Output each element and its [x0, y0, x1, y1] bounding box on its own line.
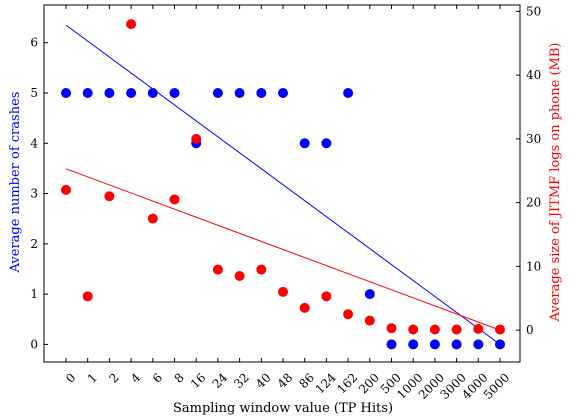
left-series-point [147, 87, 158, 98]
left-series-point [278, 87, 288, 98]
left-y-tick-label: 3 [30, 187, 38, 201]
right-y-tick-label: 40 [526, 68, 541, 82]
right-series-point [364, 315, 375, 326]
right-series-point [429, 324, 440, 335]
right-series-point [451, 324, 462, 335]
left-series-point [104, 87, 115, 98]
right-series-point [256, 264, 267, 275]
left-series-point [321, 138, 332, 149]
left-y-tick-label: 1 [30, 287, 38, 301]
left-series-point [386, 339, 397, 350]
left-y-tick-label: 5 [30, 86, 38, 100]
right-series-point [82, 291, 93, 302]
right-y-tick-label: 20 [526, 196, 541, 210]
plot-frame [43, 4, 521, 363]
left-series-point [299, 138, 310, 149]
left-y-tick-label: 0 [30, 337, 38, 351]
left-y-axis-label: Average number of crashes [8, 92, 23, 274]
right-y-tick-label: 10 [526, 259, 541, 273]
left-y-tick-label: 2 [30, 237, 38, 251]
right-series-point [104, 191, 115, 202]
left-series-point [451, 339, 462, 350]
left-series-point [495, 339, 505, 350]
left-series-point [212, 87, 223, 98]
right-series-point [212, 264, 223, 275]
right-y-tick-label: 50 [526, 4, 541, 18]
x-axis-label: Sampling window value (TP Hits) [173, 401, 393, 416]
left-series-point [364, 289, 375, 300]
left-series-point [473, 339, 484, 350]
right-series-point [408, 324, 419, 335]
right-series-point [147, 213, 158, 224]
right-series-point [495, 324, 505, 335]
left-series-trendline [65, 24, 501, 345]
left-series-point [408, 339, 419, 350]
right-series-point [61, 184, 71, 195]
right-series-trendline [65, 168, 501, 331]
left-y-tick-label: 6 [30, 36, 38, 50]
right-series-point [299, 302, 310, 313]
right-y-tick-label: 0 [526, 323, 534, 337]
left-series-point [169, 87, 180, 98]
right-series-point [234, 270, 245, 281]
right-series-point [386, 323, 397, 334]
left-y-tick-label: 4 [30, 136, 38, 150]
left-series-point [234, 87, 245, 98]
left-series-point [429, 339, 440, 350]
right-y-axis-label: Average size of JITMF logs on phone (MB) [548, 43, 563, 323]
left-series-point [61, 87, 71, 98]
left-series-point [343, 87, 354, 98]
right-series-point [169, 194, 180, 205]
left-series-point [126, 87, 137, 98]
left-series-point [82, 87, 93, 98]
right-series-point [191, 133, 202, 144]
right-series-point [321, 291, 332, 302]
right-series-point [473, 323, 484, 334]
right-series-point [126, 19, 137, 30]
left-series-point [256, 87, 267, 98]
right-series-point [278, 286, 288, 297]
right-series-point [343, 309, 354, 320]
right-y-tick-label: 30 [526, 132, 541, 146]
